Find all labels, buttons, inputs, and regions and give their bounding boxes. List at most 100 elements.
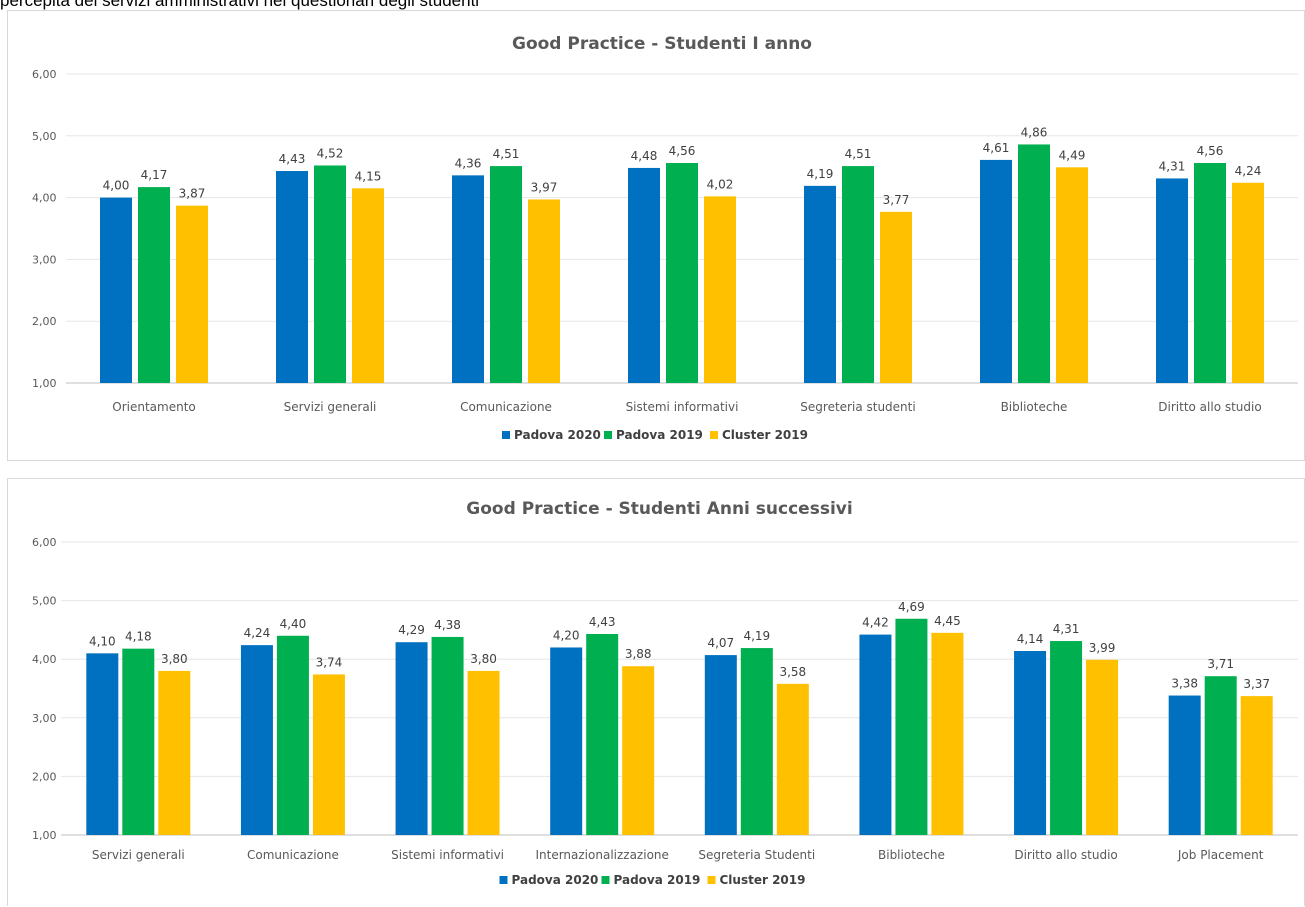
bar-padova-2019-servizi-generali (314, 165, 346, 383)
legend-swatch-padova-2019 (604, 431, 612, 439)
data-label-padova-2020-orientamento: 4,00 (103, 179, 130, 193)
category-label-segreteria-studenti: Segreteria Studenti (698, 848, 815, 862)
chart-studenti-i-anno: Good Practice - Studenti I anno 1,00 2,00 3… (32, 34, 1298, 442)
data-label-cluster-2019-orientamento: 3,87 (179, 187, 206, 201)
legend-label-cluster-2019: Cluster 2019 (722, 428, 808, 442)
bar-padova-2020-sistemi-informativi (628, 167, 660, 383)
bar-padova-2019-biblioteche (1018, 144, 1050, 383)
bar-padova-2019-servizi-generali (122, 648, 155, 835)
bar-padova-2019-sistemi-informativi (666, 162, 698, 383)
data-label-cluster-2019-servizi-generali: 4,15 (355, 169, 382, 183)
bar-cluster-2019-diritto-allo-studio (1086, 659, 1119, 835)
bar-cluster-2019-comunicazione (312, 674, 345, 835)
data-label-padova-2020-biblioteche: 4,42 (862, 616, 889, 630)
bar-cluster-2019-sistemi-informativi (467, 670, 500, 835)
bar-padova-2019-diritto-allo-studio (1194, 162, 1226, 383)
y-tick-label: 4,00 (32, 653, 57, 666)
bar-padova-2020-comunicazione (240, 645, 273, 835)
bar-cluster-2019-sistemi-informativi (704, 196, 736, 383)
bar-padova-2020-internazionalizzazione (550, 647, 583, 835)
data-label-cluster-2019-servizi-generali: 3,80 (161, 652, 188, 666)
bar-padova-2020-diritto-allo-studio (1014, 650, 1047, 835)
chart-panel-studenti-i-anno: Good Practice - Studenti I anno 1,00 2,00 3… (7, 10, 1305, 461)
data-label-padova-2020-servizi-generali: 4,43 (279, 152, 306, 166)
category-label-diritto-allo-studio: Diritto allo studio (1158, 400, 1261, 414)
data-label-cluster-2019-diritto-allo-studio: 4,24 (1235, 164, 1262, 178)
category-label-biblioteche: Biblioteche (1001, 400, 1068, 414)
y-tick-label: 6,00 (32, 68, 57, 81)
data-label-padova-2019-diritto-allo-studio: 4,31 (1053, 622, 1080, 636)
bar-padova-2020-orientamento (100, 197, 132, 383)
legend-label-padova-2020: Padova 2020 (514, 428, 601, 442)
y-tick-label: 2,00 (32, 770, 57, 783)
data-label-padova-2019-internazionalizzazione: 4,43 (589, 615, 616, 629)
legend-swatch-padova-2020 (502, 431, 510, 439)
data-label-padova-2020-segreteria-studenti: 4,07 (707, 636, 734, 650)
y-tick-label: 6,00 (32, 536, 57, 549)
y-tick-label: 1,00 (32, 377, 57, 390)
data-label-padova-2019-segreteria-studenti: 4,19 (743, 629, 770, 643)
data-label-padova-2020-sistemi-informativi: 4,48 (631, 149, 658, 163)
bar-padova-2019-diritto-allo-studio (1050, 641, 1083, 835)
bar-cluster-2019-servizi-generali (158, 670, 191, 835)
data-label-cluster-2019-biblioteche: 4,49 (1059, 148, 1086, 162)
category-label-internazionalizzazione: Internazionalizzazione (535, 848, 668, 862)
y-tick-label: 5,00 (32, 130, 57, 143)
legend-label-cluster-2019: Cluster 2019 (720, 873, 806, 887)
data-label-cluster-2019-internazionalizzazione: 3,88 (625, 647, 652, 661)
legend-label-padova-2019: Padova 2019 (614, 873, 701, 887)
legend-swatch-cluster-2019 (710, 431, 718, 439)
data-label-padova-2020-diritto-allo-studio: 4,31 (1159, 159, 1186, 173)
data-label-padova-2020-diritto-allo-studio: 4,14 (1017, 632, 1044, 646)
y-tick-label: 3,00 (32, 712, 57, 725)
bar-padova-2020-biblioteche (980, 159, 1012, 383)
category-label-biblioteche: Biblioteche (878, 848, 945, 862)
data-label-padova-2020-sistemi-informativi: 4,29 (398, 623, 425, 637)
category-label-orientamento: Orientamento (112, 400, 195, 414)
data-label-padova-2020-comunicazione: 4,24 (244, 626, 271, 640)
category-label-segreteria-studenti: Segreteria studenti (800, 400, 915, 414)
data-label-cluster-2019-comunicazione: 3,97 (531, 180, 558, 194)
data-label-cluster-2019-sistemi-informativi: 3,80 (470, 652, 497, 666)
y-tick-label: 2,00 (32, 315, 57, 328)
data-label-cluster-2019-segreteria-studenti: 3,58 (779, 665, 806, 679)
data-label-padova-2019-sistemi-informativi: 4,56 (669, 144, 696, 158)
bar-padova-2019-biblioteche (895, 618, 928, 835)
bar-padova-2020-sistemi-informativi (395, 642, 428, 835)
data-label-padova-2019-segreteria-studenti: 4,51 (845, 147, 872, 161)
data-label-padova-2019-servizi-generali: 4,18 (125, 630, 152, 644)
page-caption: percepita dei servizi amministrativi nei… (0, 0, 480, 10)
y-tick-label: 3,00 (32, 253, 57, 266)
bar-padova-2020-segreteria-studenti (804, 185, 836, 383)
bar-cluster-2019-segreteria-studenti (880, 211, 912, 383)
bar-padova-2019-comunicazione (276, 635, 309, 835)
bar-cluster-2019-biblioteche (1056, 167, 1088, 383)
category-label-servizi-generali: Servizi generali (92, 848, 185, 862)
category-label-servizi-generali: Servizi generali (284, 400, 377, 414)
data-label-padova-2019-biblioteche: 4,86 (1021, 125, 1048, 139)
data-label-cluster-2019-comunicazione: 3,74 (316, 655, 343, 669)
bar-cluster-2019-internazionalizzazione (622, 666, 655, 835)
data-label-padova-2020-servizi-generali: 4,10 (89, 634, 116, 648)
category-label-comunicazione: Comunicazione (247, 848, 339, 862)
data-label-padova-2019-servizi-generali: 4,52 (317, 146, 344, 160)
bar-padova-2019-segreteria-studenti (842, 166, 874, 383)
bar-cluster-2019-biblioteche (931, 632, 964, 835)
bar-padova-2020-segreteria-studenti (704, 655, 737, 835)
chart-title: Good Practice - Studenti Anni successivi (466, 499, 852, 519)
chart-studenti-anni-successivi: Good Practice - Studenti Anni successivi… (32, 499, 1298, 887)
data-label-padova-2019-comunicazione: 4,51 (493, 147, 520, 161)
data-label-cluster-2019-diritto-allo-studio: 3,99 (1089, 641, 1116, 655)
data-label-padova-2019-sistemi-informativi: 4,38 (434, 618, 461, 632)
category-label-comunicazione: Comunicazione (460, 400, 552, 414)
bar-cluster-2019-segreteria-studenti (776, 683, 809, 835)
legend-swatch-padova-2020 (499, 876, 508, 884)
data-label-padova-2020-internazionalizzazione: 4,20 (553, 628, 580, 642)
data-label-padova-2020-biblioteche: 4,61 (983, 141, 1010, 155)
bar-padova-2019-internazionalizzazione (586, 634, 619, 835)
bar-padova-2019-sistemi-informativi (431, 636, 464, 835)
category-label-diritto-allo-studio: Diritto allo studio (1014, 848, 1117, 862)
category-label-sistemi-informativi: Sistemi informativi (391, 848, 504, 862)
bar-padova-2019-orientamento (138, 187, 170, 383)
y-tick-label: 4,00 (32, 192, 57, 205)
